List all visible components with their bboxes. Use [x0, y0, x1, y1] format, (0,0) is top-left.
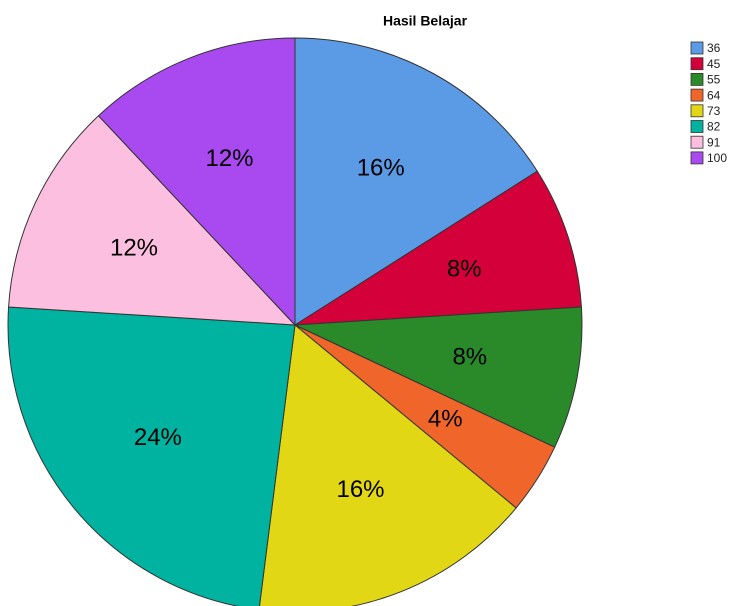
legend-text: 100	[707, 151, 727, 165]
slice-label: 16%	[357, 154, 405, 181]
legend-text: 73	[707, 104, 721, 118]
legend-swatch	[690, 104, 704, 118]
pie-slice	[294, 37, 539, 326]
legend-swatch	[690, 135, 704, 149]
pie-slice	[97, 37, 296, 327]
chart-title: Hasil Belajar	[383, 13, 468, 29]
legend-text: 91	[707, 135, 721, 149]
legend-text: 45	[707, 57, 721, 71]
slice-label: 16%	[336, 476, 384, 503]
slice-label: 4%	[428, 406, 463, 433]
pie-slice	[258, 324, 517, 606]
legend-text: 64	[707, 88, 721, 102]
legend-swatch	[690, 88, 704, 102]
pie-slice	[294, 306, 583, 448]
legend-swatch	[690, 73, 704, 86]
legend-swatch	[690, 120, 704, 133]
slice-label: 24%	[134, 424, 182, 451]
pie-slice	[7, 306, 296, 606]
pie-slice	[294, 170, 582, 326]
legend-swatch	[690, 41, 704, 55]
pie-slice	[8, 115, 297, 326]
slice-label: 12%	[110, 235, 158, 262]
slice-label: 12%	[205, 145, 253, 172]
legend-swatch	[690, 151, 704, 165]
legend-text: 82	[707, 120, 721, 134]
legend-text: 36	[707, 41, 721, 55]
slice-label: 8%	[447, 255, 482, 282]
slice-label: 8%	[452, 344, 487, 371]
legend-text: 55	[707, 73, 721, 87]
legend-swatch	[690, 57, 704, 71]
